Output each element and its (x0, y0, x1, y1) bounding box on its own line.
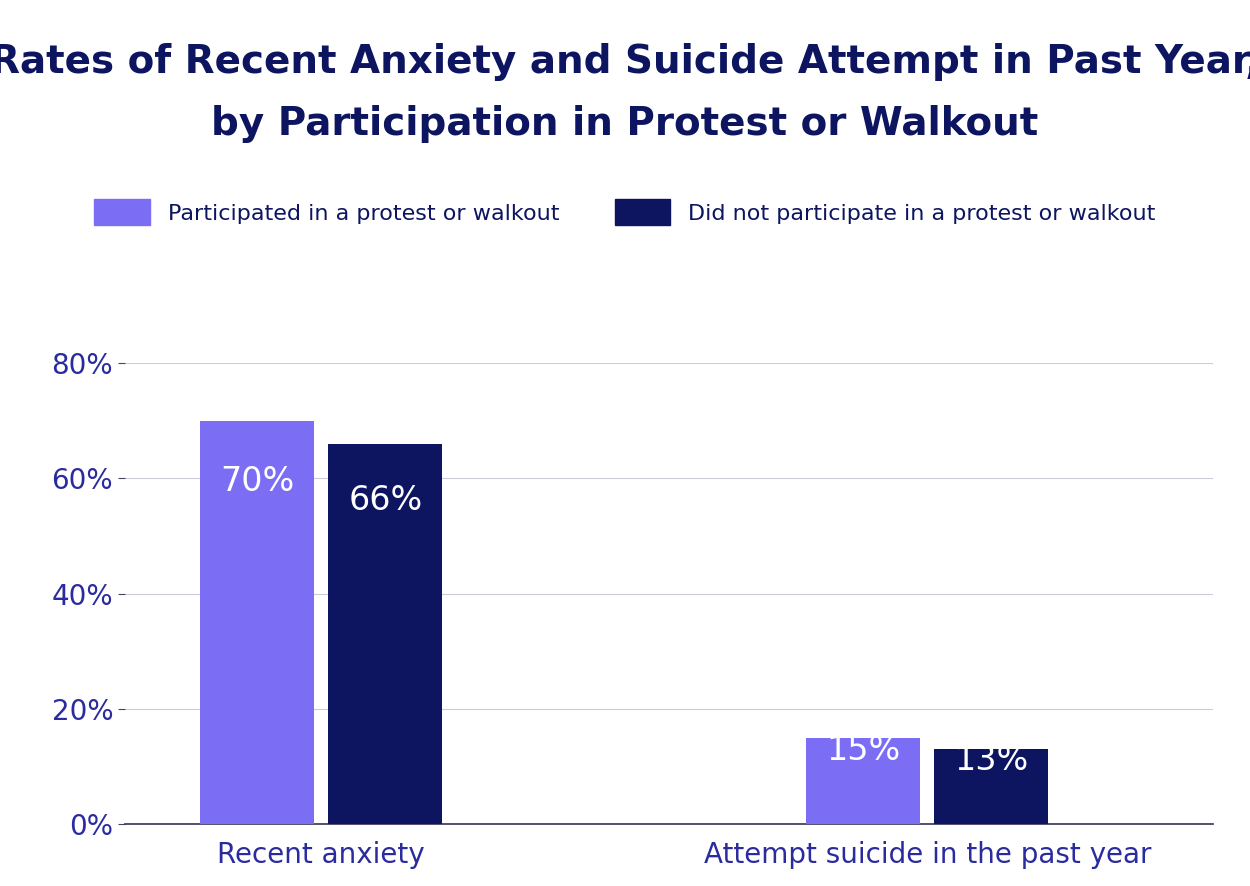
Bar (806, 737, 920, 824)
Legend: Participated in a protest or walkout, Did not participate in a protest or walkou: Participated in a protest or walkout, Di… (84, 189, 1166, 237)
Text: Rates of Recent Anxiety and Suicide Attempt in Past Year,: Rates of Recent Anxiety and Suicide Atte… (0, 43, 1250, 81)
Bar (200, 421, 314, 824)
Text: 15%: 15% (826, 734, 900, 767)
Text: 66%: 66% (349, 485, 423, 517)
Bar (935, 749, 1049, 824)
Text: by Participation in Protest or Walkout: by Participation in Protest or Walkout (211, 105, 1039, 143)
Text: 70%: 70% (220, 465, 294, 498)
Text: 13%: 13% (954, 744, 1029, 777)
Bar (329, 444, 442, 824)
